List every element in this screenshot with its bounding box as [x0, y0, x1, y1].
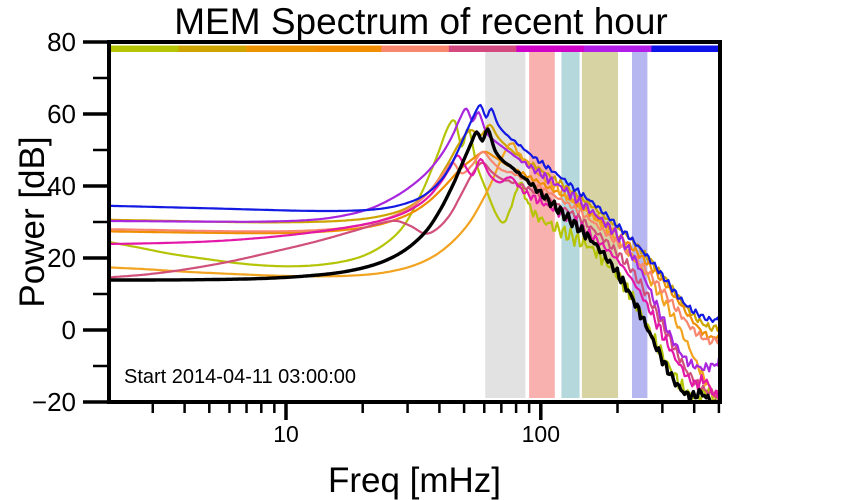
- spectrum-line-amber: [109, 142, 720, 400]
- band-periwinkle: [632, 52, 648, 398]
- spectrum-line-magenta: [109, 154, 720, 402]
- colorbar-segment-7: [583, 45, 653, 52]
- spectrum-line-yellow-green: [109, 119, 720, 402]
- band-gray: [485, 52, 526, 398]
- y-tick-label: 60: [47, 99, 76, 129]
- y-tick-label: 80: [47, 27, 76, 57]
- colorbar-segment-5: [448, 45, 517, 52]
- page-title: MEM Spectrum of recent hour: [174, 1, 668, 42]
- colorbar-segment-2: [246, 45, 315, 52]
- start-time-annotation: Start 2014-04-11 03:00:00: [124, 366, 357, 388]
- colorbar-segment-8: [651, 45, 720, 52]
- band-pink: [529, 52, 555, 398]
- spectrum-line-violet: [109, 107, 720, 373]
- x-axis-title: Freq [mHz]: [327, 461, 502, 500]
- spectra-group: [109, 103, 720, 402]
- spectrum-line-current-black: [109, 127, 718, 402]
- x-tick-label: 100: [522, 421, 560, 447]
- x-tick-label: 10: [273, 421, 299, 447]
- colorbar-segment-4: [381, 45, 450, 52]
- colorbar-segment-3: [313, 45, 382, 52]
- y-tick-label: 20: [47, 243, 76, 273]
- colorbar-segment-6: [516, 45, 585, 52]
- y-tick-label: −20: [32, 387, 76, 417]
- colorbar-segment-0: [111, 45, 180, 52]
- spectrum-line-blue: [109, 103, 720, 324]
- colorbar-segment-1: [178, 45, 247, 52]
- plot-frame: [107, 40, 722, 404]
- y-tick-label: 40: [47, 171, 76, 201]
- y-tick-label: 0: [62, 315, 76, 345]
- spectrum-line-salmon: [109, 150, 720, 346]
- spectrum-line-crimson: [109, 161, 720, 399]
